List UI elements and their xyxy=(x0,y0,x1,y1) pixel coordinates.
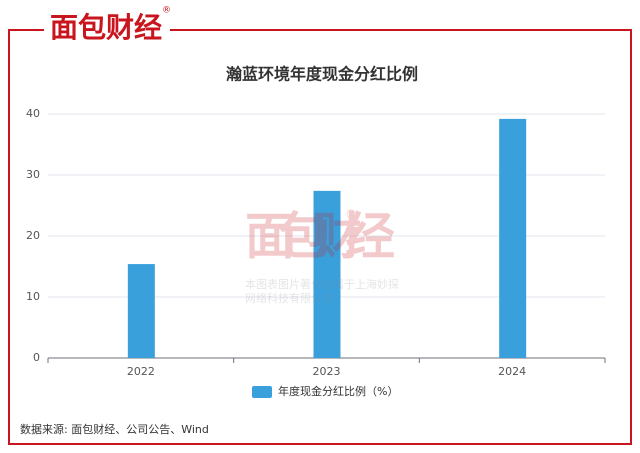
source: 数据来源: 面包财经、公司公告、Wind xyxy=(20,422,209,436)
x-tick-label: 2024 xyxy=(498,365,526,378)
watermark: 面包财经 ® 本图表图片著作权属于上海妙探 网络科技有限公司 xyxy=(245,208,399,306)
legend-label: 年度现金分红比例（%） xyxy=(278,384,398,398)
y-tick-label: 10 xyxy=(26,290,40,303)
y-tick-label: 30 xyxy=(26,168,40,181)
logo-bg xyxy=(44,6,170,46)
chart-title: 瀚蓝环境年度现金分红比例 xyxy=(225,65,418,84)
bar xyxy=(313,190,341,358)
bar xyxy=(127,264,155,358)
watermark-mark: ® xyxy=(345,208,357,222)
y-tick-label: 20 xyxy=(26,229,40,242)
watermark-logo: 面包财经 xyxy=(245,208,395,266)
frame xyxy=(8,29,632,445)
logo-mark: ® xyxy=(162,6,171,16)
bar xyxy=(499,118,527,358)
x-tick-label: 2023 xyxy=(313,365,341,378)
watermark-text: 本图表图片著作权属于上海妙探 xyxy=(245,277,399,291)
logo: 面包财经 xyxy=(50,11,162,44)
x-tick-label: 2022 xyxy=(127,365,155,378)
watermark-text: 网络科技有限公司 xyxy=(245,291,333,305)
y-tick-label: 0 xyxy=(33,351,40,364)
y-tick-label: 40 xyxy=(26,107,40,120)
legend-swatch xyxy=(252,386,272,398)
